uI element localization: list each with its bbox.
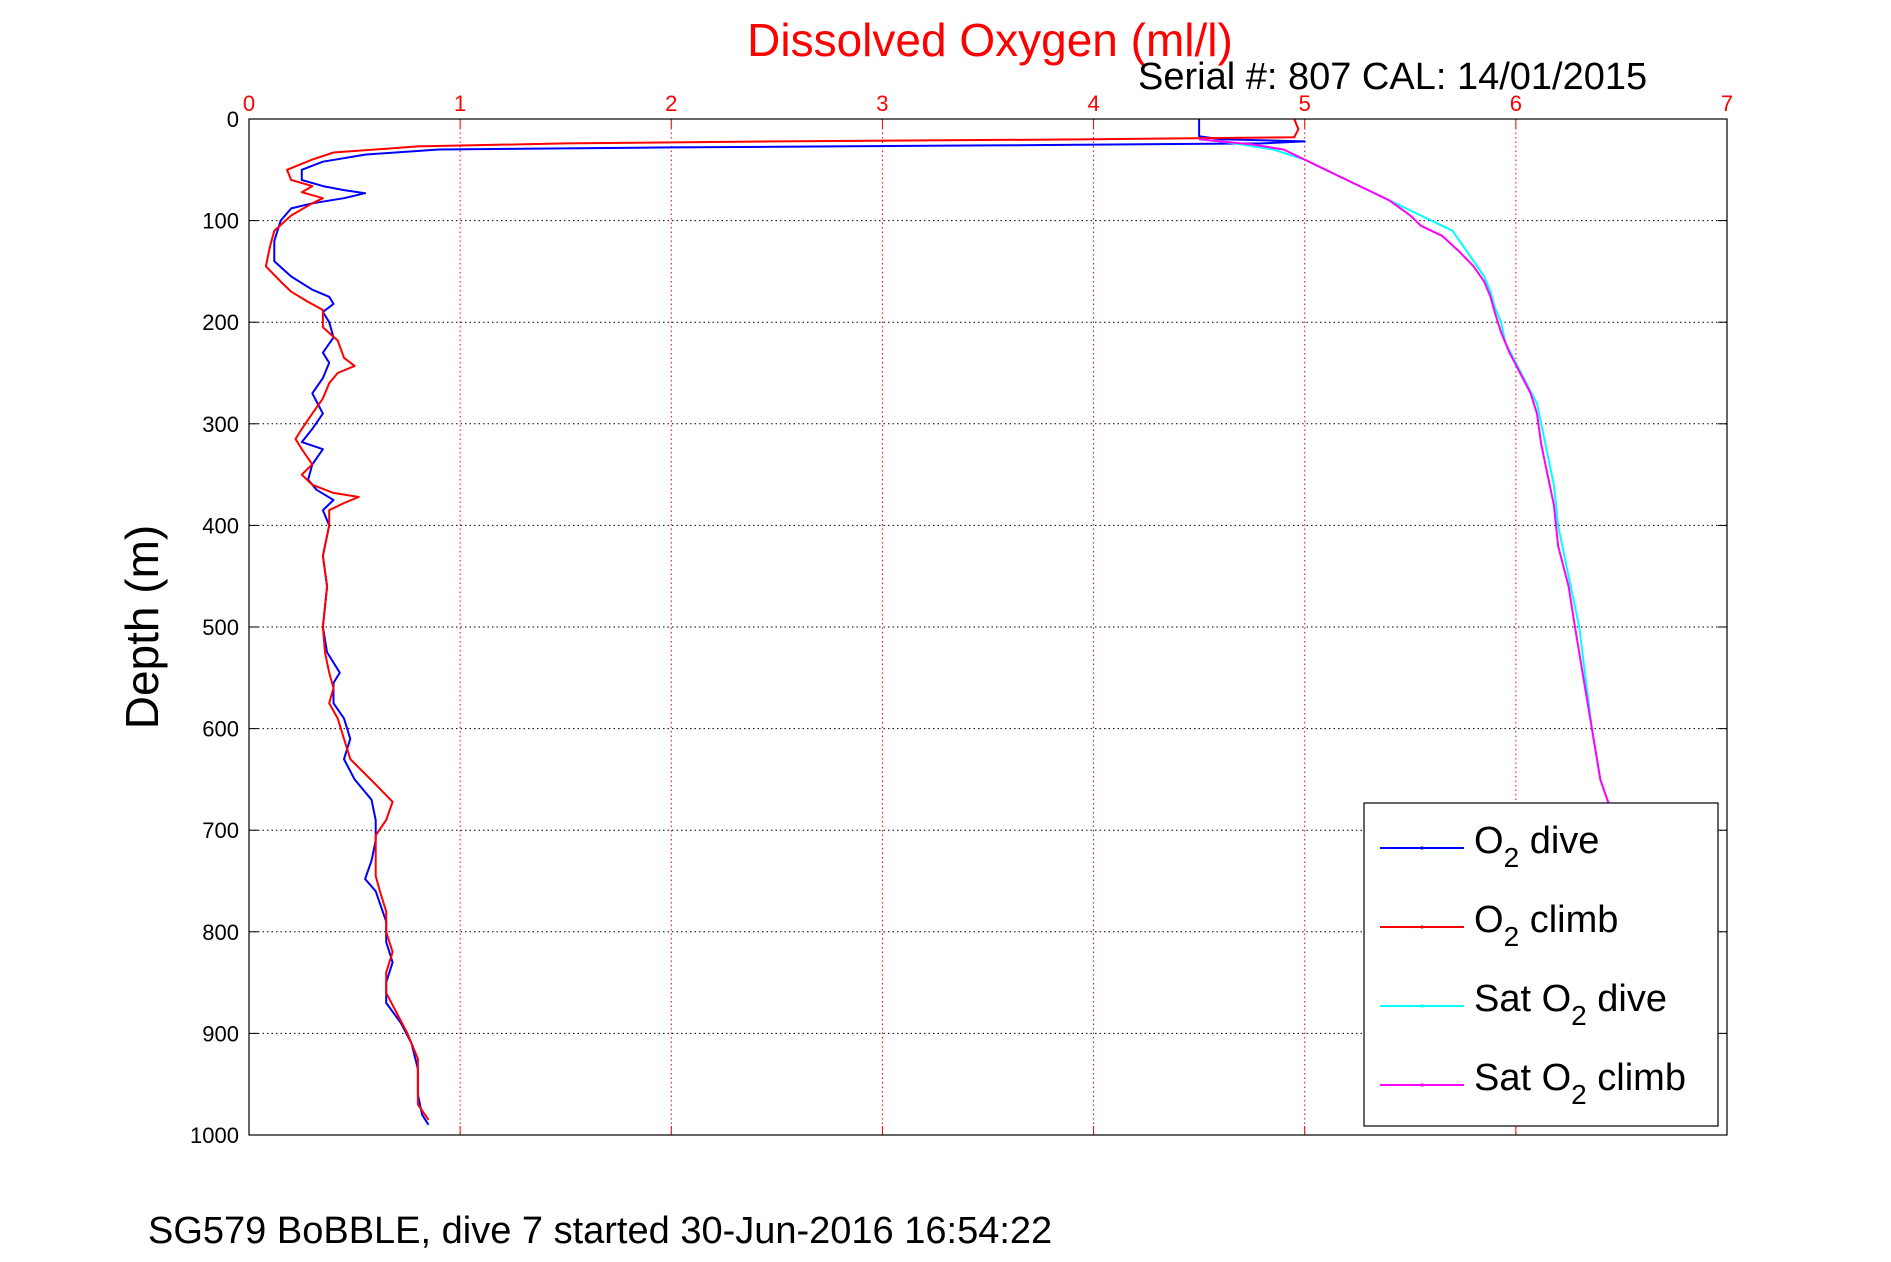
chart-title: Dissolved Oxygen (ml/l)	[747, 14, 1233, 66]
y-axis-label: Depth (m)	[116, 525, 168, 729]
y-tick-label: 600	[202, 717, 239, 742]
y-tick-label: 0	[227, 107, 239, 132]
x-tick-label: 5	[1299, 91, 1311, 116]
y-tick-label: 800	[202, 920, 239, 945]
plot-frame	[248, 118, 1728, 1136]
x-tick-label: 3	[876, 91, 888, 116]
legend-label: Sat O2 dive	[1474, 978, 1667, 1031]
y-tick-label: 400	[202, 513, 239, 538]
legend: O2 dive O2 climb Sat O2 dive Sat O2 climb	[1363, 802, 1719, 1127]
legend-label: O2 climb	[1474, 899, 1618, 952]
legend-marker	[1420, 1004, 1424, 1008]
y-tick-label: 100	[202, 209, 239, 234]
y-tick-label: 700	[202, 818, 239, 843]
y-tick-label: 500	[202, 615, 239, 640]
legend-box	[1363, 802, 1719, 1127]
y-tick-label: 200	[202, 310, 239, 335]
x-tick-label: 7	[1721, 91, 1733, 116]
legend-marker	[1420, 846, 1424, 850]
x-tick-label: 6	[1510, 91, 1522, 116]
serial-cal-text: Serial #: 807 CAL: 14/01/2015	[1138, 56, 1647, 98]
y-tick-label: 900	[202, 1021, 239, 1046]
dive-caption: SG579 BoBBLE, dive 7 started 30-Jun-2016…	[148, 1210, 1052, 1252]
x-tick-label: 0	[243, 91, 255, 116]
legend-label: O2 dive	[1474, 820, 1599, 873]
legend-marker	[1420, 1083, 1424, 1087]
y-tick-label: 300	[202, 412, 239, 437]
legend-label: Sat O2 climb	[1474, 1057, 1686, 1110]
grid-lines	[249, 119, 1727, 1135]
x-tick-label: 4	[1087, 91, 1099, 116]
series-line-2	[264, 119, 1300, 1121]
legend-marker	[1420, 925, 1424, 929]
y-tick-label: 1000	[190, 1123, 239, 1148]
x-tick-label: 2	[665, 91, 677, 116]
x-tick-label: 1	[454, 91, 466, 116]
axis-ticks: 0 1 2 3 4 5 6 7 0 100 200 300 400 500 600 700 800 900 1000	[190, 91, 1733, 1148]
series-line-1	[273, 119, 1306, 1126]
